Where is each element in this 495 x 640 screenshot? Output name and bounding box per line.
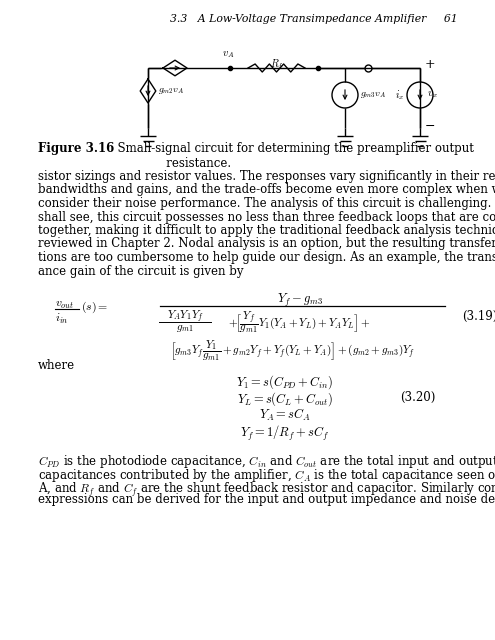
Text: reviewed in Chapter 2. Nodal analysis is an option, but the resulting transfer f: reviewed in Chapter 2. Nodal analysis is…	[38, 237, 495, 250]
Text: $C_{PD}$ is the photodiode capacitance, $C_{in}$ and $C_{out}$ are the total inp: $C_{PD}$ is the photodiode capacitance, …	[38, 453, 495, 470]
Text: $i_x$: $i_x$	[395, 88, 404, 102]
Text: $v_A$: $v_A$	[222, 49, 234, 60]
Text: $\left[g_{m3}Y_f\dfrac{Y_1}{g_{m1}}+g_{m2}Y_f+Y_f(Y_L+Y_A)\right]+(g_{m2}+g_{m3}: $\left[g_{m3}Y_f\dfrac{Y_1}{g_{m1}}+g_{m…	[170, 339, 415, 364]
Text: $Y_f = 1/R_f+sC_f$: $Y_f = 1/R_f+sC_f$	[241, 424, 330, 443]
Text: $g_{m2}v_A$: $g_{m2}v_A$	[158, 86, 184, 96]
Text: A, and $R_f$ and $C_f$ are the shunt feedback resistor and capacitor. Similarly : A, and $R_f$ and $C_f$ are the shunt fee…	[38, 480, 495, 499]
Text: +: +	[425, 58, 436, 72]
Text: (3.19): (3.19)	[462, 310, 495, 323]
Text: consider their noise performance. The analysis of this circuit is challenging. A: consider their noise performance. The an…	[38, 197, 495, 210]
Text: $(s)=$: $(s)=$	[81, 300, 108, 315]
Text: $Y_A = sC_A$: $Y_A = sC_A$	[259, 407, 311, 423]
Text: $g_{m1}$: $g_{m1}$	[176, 323, 194, 334]
Text: $Y_L = s(C_L+C_{out})$: $Y_L = s(C_L+C_{out})$	[237, 390, 333, 408]
Text: where: where	[38, 359, 75, 372]
Text: expressions can be derived for the input and output impedance and noise densitie: expressions can be derived for the input…	[38, 493, 495, 506]
Text: together, making it difficult to apply the traditional feedback analysis techniq: together, making it difficult to apply t…	[38, 224, 495, 237]
Text: shall see, this circuit possesses no less than three feedback loops that are cou: shall see, this circuit possesses no les…	[38, 211, 495, 223]
Text: Figure 3.16: Figure 3.16	[38, 142, 114, 155]
Text: $R_f$: $R_f$	[270, 58, 284, 72]
Text: bandwidths and gains, and the trade-offs become even more complex when we also: bandwidths and gains, and the trade-offs…	[38, 184, 495, 196]
Text: −: −	[425, 120, 436, 132]
Text: $Y_f - g_{m3}$: $Y_f - g_{m3}$	[277, 292, 323, 309]
Text: $i_{in}$: $i_{in}$	[55, 312, 69, 326]
Text: sistor sizings and resistor values. The responses vary significantly in their re: sistor sizings and resistor values. The …	[38, 170, 495, 183]
Text: 3.3   A Low-Voltage Transimpedance Amplifier     61: 3.3 A Low-Voltage Transimpedance Amplifi…	[170, 14, 458, 24]
Text: (3.20): (3.20)	[400, 391, 436, 404]
Text: capacitances contributed by the amplifier, $C_A$ is the total capacitance seen o: capacitances contributed by the amplifie…	[38, 467, 495, 483]
Text: tions are too cumbersome to help guide our design. As an example, the transimped: tions are too cumbersome to help guide o…	[38, 251, 495, 264]
Text: ance gain of the circuit is given by: ance gain of the circuit is given by	[38, 264, 244, 278]
Text: $Y_AY_1Y_f$: $Y_AY_1Y_f$	[167, 309, 203, 326]
Text: $v_{out}$: $v_{out}$	[55, 298, 74, 311]
Text: $v_x$: $v_x$	[427, 90, 438, 100]
Text: $g_{m3}v_A$: $g_{m3}v_A$	[360, 90, 386, 100]
Text: $Y_1 = s(C_{PD}+C_{in})$: $Y_1 = s(C_{PD}+C_{in})$	[236, 373, 334, 391]
Text: Small-signal circuit for determining the preamplifier output
               resi: Small-signal circuit for determining the…	[110, 142, 474, 170]
Text: $+\!\left[\dfrac{Y_f}{g_{m1}}Y_1(Y_A+Y_L)+Y_AY_L\right]+$: $+\!\left[\dfrac{Y_f}{g_{m1}}Y_1(Y_A+Y_L…	[228, 309, 371, 335]
